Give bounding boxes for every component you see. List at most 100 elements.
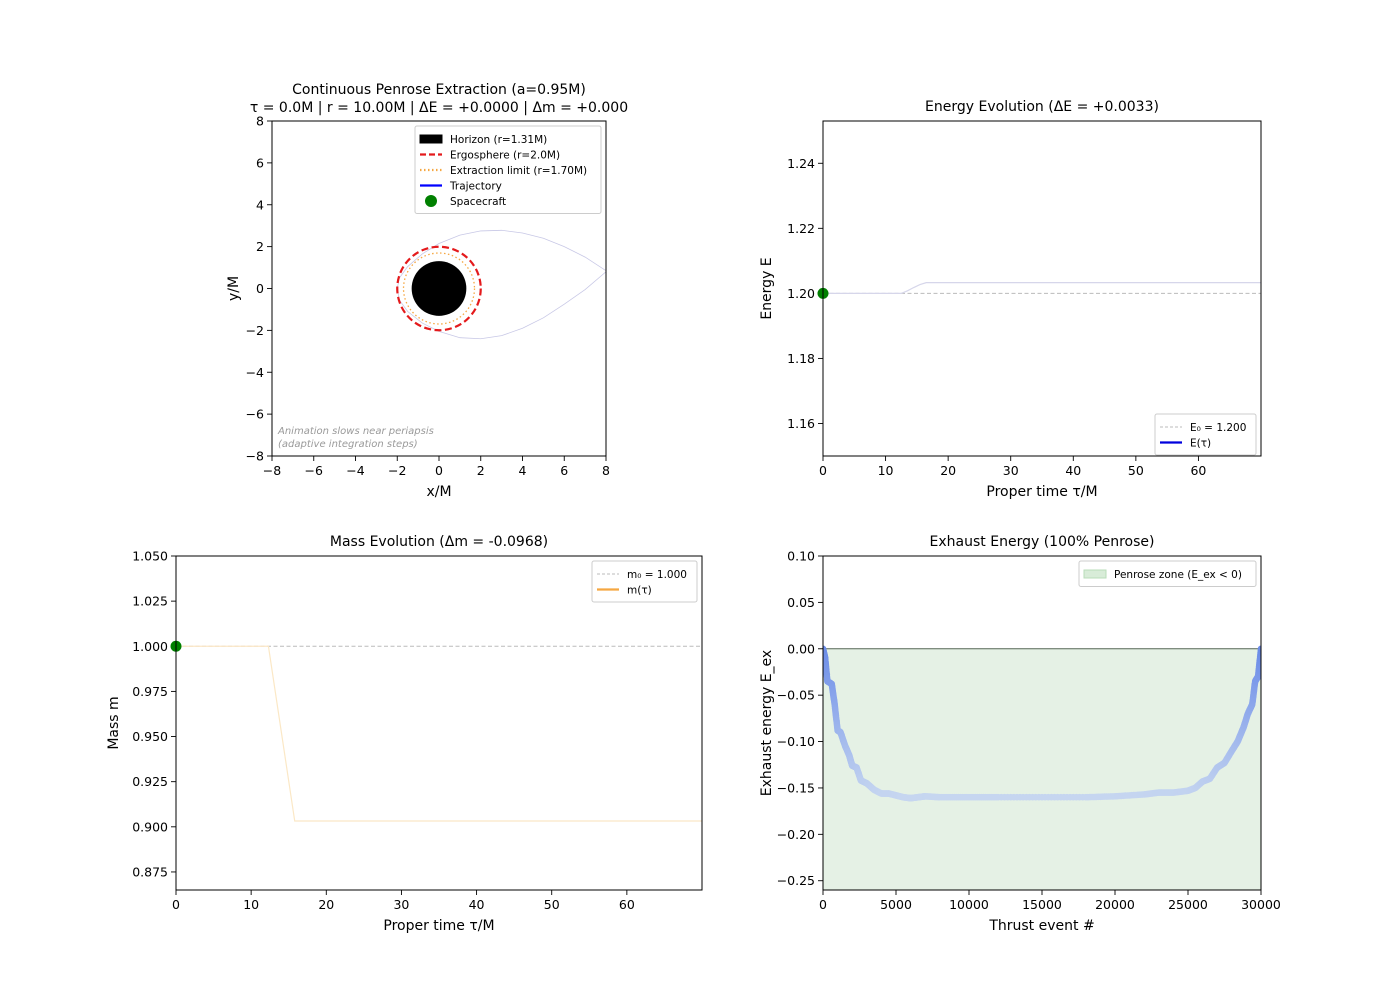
exhaust-xtick-label: 10000 bbox=[949, 897, 989, 912]
energy-legend-label: E₀ = 1.200 bbox=[1190, 422, 1246, 434]
orbit-legend-label: Trajectory bbox=[449, 180, 502, 192]
mass-ylabel: Mass m bbox=[106, 696, 122, 749]
energy-xlabel: Proper time τ/M bbox=[986, 484, 1097, 500]
mass-legend: m₀ = 1.000 m(τ) bbox=[591, 560, 698, 603]
energy-legend-label: E(τ) bbox=[1190, 437, 1211, 449]
extraction-limit-circle bbox=[402, 252, 476, 325]
energy-xtick-label: 0 bbox=[819, 463, 827, 478]
orbit-xtick-label: 4 bbox=[519, 463, 527, 478]
mass-xlabel: Proper time τ/M bbox=[383, 918, 494, 934]
orbit-xtick-label: 2 bbox=[477, 463, 485, 478]
mass-ytick-label: 0.875 bbox=[132, 864, 168, 879]
energy-xtick-label: 20 bbox=[940, 463, 956, 478]
energy-ytick-label: 1.22 bbox=[787, 221, 815, 236]
mass-ytick-label: 0.900 bbox=[132, 819, 168, 834]
energy-xtick-label: 30 bbox=[1003, 463, 1019, 478]
orbit-xtick-label: 8 bbox=[602, 463, 610, 478]
exhaust-ytick-label: 0.05 bbox=[787, 595, 815, 610]
exhaust-legend-box bbox=[1078, 560, 1257, 587]
exhaust-title: Exhaust Energy (100% Penrose) bbox=[930, 534, 1155, 550]
exhaust-frame bbox=[822, 555, 1262, 891]
mass-ytick-label: 0.925 bbox=[132, 774, 168, 789]
exhaust-xlabel: Thrust event # bbox=[988, 918, 1094, 934]
energy-title: Energy Evolution (ΔE = +0.0033) bbox=[925, 99, 1159, 115]
ergosphere-circle bbox=[396, 245, 482, 332]
orbit-legend-label: Extraction limit (r=1.70M) bbox=[450, 165, 587, 177]
mass-xtick-label: 50 bbox=[544, 897, 560, 912]
energy-xtick-label: 40 bbox=[1065, 463, 1081, 478]
orbit-legend-label: Horizon (r=1.31M) bbox=[450, 134, 547, 146]
mass-series-line bbox=[176, 645, 702, 822]
orbit-frame bbox=[271, 120, 607, 457]
orbit-plot-area bbox=[396, 229, 654, 340]
exhaust-ytick-label: 0.10 bbox=[787, 549, 815, 564]
mass-legend-label: m(τ) bbox=[627, 584, 652, 596]
mass-title: Mass Evolution (Δm = -0.0968) bbox=[330, 534, 548, 550]
exhaust-ylabel: Exhaust energy E_ex bbox=[759, 650, 775, 796]
energy-series-line bbox=[823, 282, 1261, 294]
orbit-ytick-label: 0 bbox=[256, 281, 264, 296]
spacecraft-marker bbox=[642, 283, 654, 295]
exhaust-legend: Penrose zone (E_ex < 0) bbox=[1078, 560, 1257, 587]
exhaust-legend-label: Penrose zone (E_ex < 0) bbox=[1114, 569, 1242, 581]
mass-legend-box bbox=[591, 560, 698, 603]
mass-ytick-label: 1.025 bbox=[132, 594, 168, 609]
exhaust-ytick-label: −0.10 bbox=[777, 734, 815, 749]
exhaust-legend-handle bbox=[1083, 569, 1107, 579]
mass-ytick-label: 0.975 bbox=[132, 684, 168, 699]
orbit-xtick-label: −4 bbox=[346, 463, 364, 478]
orbit-ytick-label: −8 bbox=[246, 449, 264, 464]
energy-ytick-label: 1.16 bbox=[787, 416, 815, 431]
mass-plot-area bbox=[176, 645, 702, 822]
orbit-note-line-1: Animation slows near periapsis bbox=[277, 426, 434, 437]
exhaust-xtick-label: 5000 bbox=[880, 897, 912, 912]
orbit-legend-handle bbox=[419, 134, 443, 144]
energy-xtick-label: 60 bbox=[1190, 463, 1206, 478]
energy-legend: E₀ = 1.200 E(τ) bbox=[1154, 413, 1257, 456]
orbit-ytick-label: 2 bbox=[256, 239, 264, 254]
exhaust-xtick-label: 20000 bbox=[1095, 897, 1135, 912]
energy-legend-box bbox=[1154, 413, 1257, 456]
energy-ylabel: Energy E bbox=[759, 257, 775, 319]
energy-xtick-label: 10 bbox=[878, 463, 894, 478]
exhaust-ytick-label: 0.00 bbox=[787, 641, 815, 656]
orbit-title: Continuous Penrose Extraction (a=0.95M) bbox=[292, 82, 586, 98]
exhaust-plot-area bbox=[823, 645, 1261, 890]
mass-xtick-label: 10 bbox=[243, 897, 259, 912]
mass-xtick-label: 0 bbox=[172, 897, 180, 912]
orbit-ytick-label: 8 bbox=[256, 114, 264, 129]
orbit-ytick-label: 4 bbox=[256, 197, 264, 212]
exhaust-xtick-label: 0 bbox=[819, 897, 827, 912]
orbit-ylabel: y/M bbox=[226, 276, 242, 301]
orbit-legend-label: Spacecraft bbox=[450, 196, 506, 208]
orbit-ytick-label: −2 bbox=[246, 323, 264, 338]
orbit-xtick-label: 0 bbox=[435, 463, 443, 478]
orbit-xtick-label: 6 bbox=[560, 463, 568, 478]
exhaust-ytick-label: −0.15 bbox=[777, 780, 815, 795]
exhaust-xtick-label: 25000 bbox=[1168, 897, 1208, 912]
energy-plot-area bbox=[823, 282, 1261, 294]
energy-ytick-label: 1.20 bbox=[787, 286, 815, 301]
energy-ytick-label: 1.18 bbox=[787, 351, 815, 366]
orbit-legend-box bbox=[414, 125, 602, 214]
mass-xtick-label: 60 bbox=[619, 897, 635, 912]
orbit-note-line-2: (adaptive integration steps) bbox=[278, 439, 418, 450]
mass-ytick-label: 1.000 bbox=[132, 639, 168, 654]
mass-legend-label: m₀ = 1.000 bbox=[627, 569, 687, 581]
exhaust-ytick-label: −0.05 bbox=[777, 688, 815, 703]
orbit-subtitle: τ = 0.0M | r = 10.00M | ΔE = +0.0000 | Δ… bbox=[250, 100, 628, 116]
exhaust-point bbox=[1257, 645, 1261, 653]
orbit-xtick-label: −6 bbox=[305, 463, 323, 478]
orbit-xtick-label: −2 bbox=[388, 463, 406, 478]
mass-frame bbox=[175, 555, 703, 891]
mass-xtick-label: 30 bbox=[393, 897, 409, 912]
exhaust-ytick-label: −0.25 bbox=[777, 873, 815, 888]
orbit-legend: Horizon (r=1.31M) Ergosphere (r=2.0M) Extr… bbox=[414, 125, 602, 214]
exhaust-xtick-label: 15000 bbox=[1022, 897, 1062, 912]
orbit-legend-handle bbox=[425, 195, 437, 207]
orbit-ytick-label: 6 bbox=[256, 155, 264, 170]
exhaust-xtick-label: 30000 bbox=[1241, 897, 1281, 912]
mass-xtick-label: 20 bbox=[318, 897, 334, 912]
orbit-legend-label: Ergosphere (r=2.0M) bbox=[450, 149, 560, 161]
